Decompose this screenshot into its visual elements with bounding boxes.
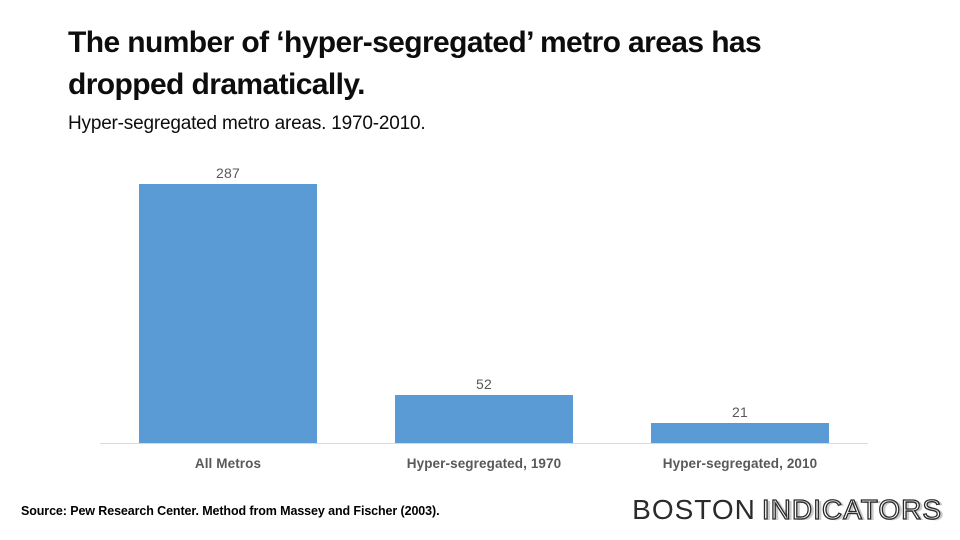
logo-text-indicators: INDICATORS (761, 493, 942, 525)
bar-group: 52 (356, 165, 612, 443)
bar-group: 21 (612, 165, 868, 443)
logo-text-boston: BOSTON (632, 494, 756, 525)
bar (651, 423, 829, 443)
x-axis-label: All Metros (194, 456, 262, 471)
source-note: Source: Pew Research Center. Method from… (21, 504, 440, 518)
bar-value-label: 52 (476, 376, 492, 392)
bar-chart-plot-area: 287 52 21 (100, 165, 868, 444)
slide-subtitle: Hyper-segregated metro areas. 1970-2010. (68, 113, 426, 134)
x-axis-label: Hyper-segregated, 1970 (406, 456, 562, 471)
bar (395, 395, 573, 443)
bar-value-label: 287 (216, 165, 240, 181)
boston-indicators-logo: BOSTON INDICATORS (632, 493, 942, 526)
bar-value-label: 21 (732, 404, 748, 420)
chart-header: The number of ‘hyper-segregated’ metro a… (68, 22, 878, 135)
slide-title: The number of ‘hyper-segregated’ metro a… (68, 26, 762, 101)
bar-group: 287 (100, 165, 356, 443)
x-axis-label: Hyper-segregated, 2010 (662, 456, 818, 471)
bar (139, 184, 317, 443)
x-axis-labels: All Metros Hyper-segregated, 1970 Hyper-se… (100, 456, 868, 471)
